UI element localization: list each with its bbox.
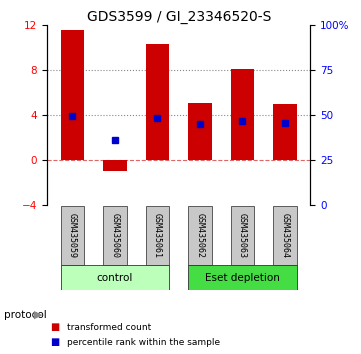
Text: Eset depletion: Eset depletion — [205, 273, 280, 282]
Text: GSM435062: GSM435062 — [195, 212, 204, 258]
Bar — [61, 206, 84, 265]
Text: GSM435060: GSM435060 — [110, 212, 119, 258]
Bar — [231, 69, 254, 160]
Text: ■: ■ — [51, 322, 60, 332]
Bar — [188, 103, 212, 160]
Text: GSM435059: GSM435059 — [68, 212, 77, 258]
Bar — [188, 265, 297, 290]
Text: GSM435061: GSM435061 — [153, 212, 162, 258]
Text: GSM435063: GSM435063 — [238, 212, 247, 258]
Text: ■: ■ — [51, 337, 60, 347]
Bar — [146, 206, 169, 265]
Text: transformed count: transformed count — [67, 323, 151, 332]
Bar — [273, 206, 297, 265]
Bar — [231, 206, 254, 265]
Text: ▶: ▶ — [34, 310, 43, 320]
Bar — [146, 44, 169, 160]
Bar — [61, 30, 84, 160]
Text: protocol: protocol — [4, 310, 46, 320]
Bar — [188, 206, 212, 265]
Text: control: control — [97, 273, 133, 282]
Bar — [273, 104, 297, 160]
Bar — [61, 265, 169, 290]
Title: GDS3599 / GI_23346520-S: GDS3599 / GI_23346520-S — [87, 10, 271, 24]
Text: GSM435064: GSM435064 — [280, 212, 290, 258]
Bar — [103, 160, 127, 171]
Text: percentile rank within the sample: percentile rank within the sample — [67, 338, 220, 347]
Bar — [103, 206, 127, 265]
